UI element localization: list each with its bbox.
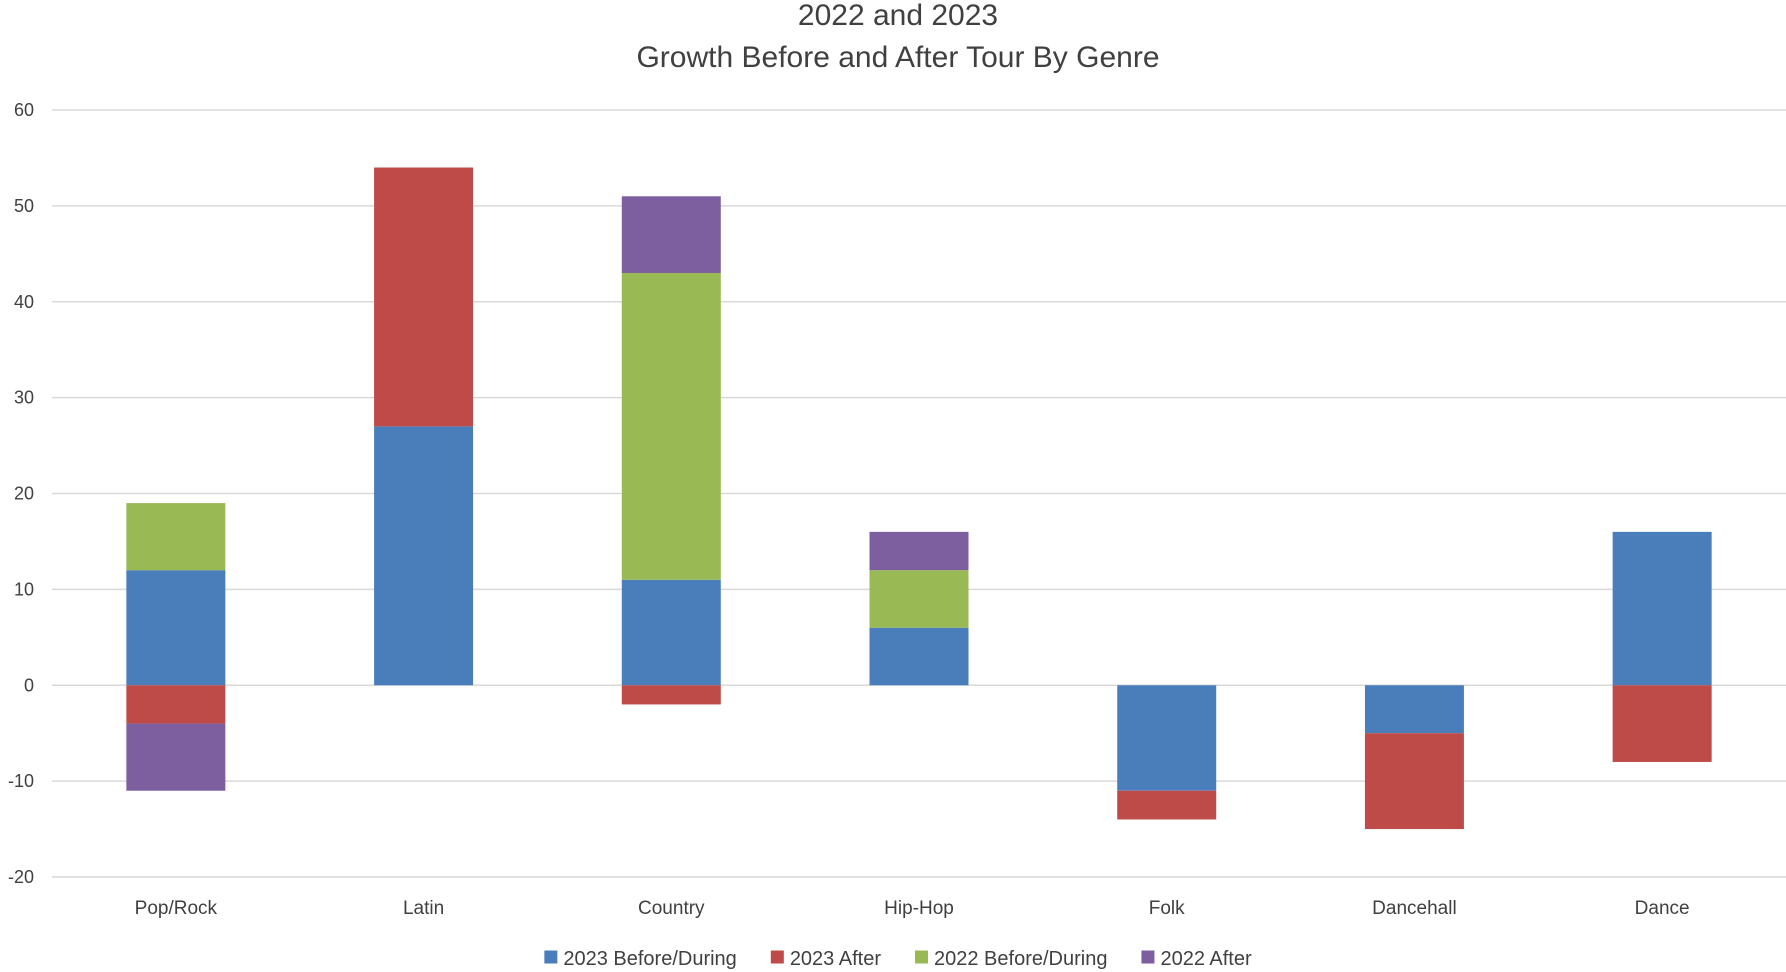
bar-hip-hop-2022-after xyxy=(869,531,969,571)
x-category-label: Hip-Hop xyxy=(884,898,954,919)
x-category-label: Country xyxy=(638,898,705,919)
legend-label: 2023 Before/During xyxy=(563,948,736,970)
x-category-label: Pop/Rock xyxy=(135,898,218,919)
bar-country-2023-before-during xyxy=(621,579,721,686)
y-tick-label: 40 xyxy=(14,292,34,312)
bar-dance-2023-before-during xyxy=(1612,531,1712,686)
legend-swatch-2023-after xyxy=(770,950,784,964)
bar-latin-2023-before-during xyxy=(374,426,474,686)
legend-swatch-2022-before-during xyxy=(915,950,928,964)
bar-dancehall-2023-before-during xyxy=(1364,685,1464,734)
y-axis-tick-labels: -20 -10 0 10 20 30 40 50 60 xyxy=(8,100,34,887)
x-category-label: Dancehall xyxy=(1372,898,1457,919)
bars xyxy=(126,167,1712,830)
bar-country-2022-before-during xyxy=(621,272,721,580)
legend-label: 2023 After xyxy=(790,948,882,970)
bar-dance-2023-after xyxy=(1612,685,1712,762)
y-tick-label: 20 xyxy=(14,484,34,504)
y-tick-label: -10 xyxy=(8,771,34,791)
bar-hip-hop-2023-before-during xyxy=(869,627,969,686)
bar-dancehall-2023-after xyxy=(1364,733,1464,830)
bar-pop-rock-2023-before-during xyxy=(126,570,226,686)
y-tick-label: 50 xyxy=(14,196,34,216)
x-category-label: Folk xyxy=(1149,898,1185,919)
chart-title-line-2: Growth Before and After Tour By Genre xyxy=(636,41,1159,74)
y-tick-label: -20 xyxy=(8,867,34,887)
bar-latin-2023-after xyxy=(374,167,474,427)
bar-pop-rock-2023-after xyxy=(126,685,226,724)
x-category-label: Latin xyxy=(403,898,444,919)
gridlines xyxy=(52,109,1786,878)
legend-label: 2022 Before/During xyxy=(934,948,1107,970)
legend-label: 2022 After xyxy=(1160,948,1252,970)
y-tick-label: 60 xyxy=(14,100,34,120)
bar-folk-2023-after xyxy=(1117,790,1217,820)
legend: 2023 Before/During 2023 After 2022 Before/… xyxy=(544,948,1252,970)
y-tick-label: 0 xyxy=(24,675,34,695)
y-tick-label: 10 xyxy=(14,579,34,599)
bar-pop-rock-2022-after xyxy=(126,723,226,791)
bar-country-2022-after xyxy=(621,196,721,273)
x-axis-category-labels: Pop/Rock Latin Country Hip-Hop Folk Dancehall… xyxy=(135,898,1690,919)
bar-country-2023-after xyxy=(621,685,721,705)
chart-title-line-1: 2022 and 2023 xyxy=(798,0,998,32)
legend-swatch-2022-after xyxy=(1141,950,1155,964)
y-tick-label: 30 xyxy=(14,388,34,408)
bar-pop-rock-2022-before-during xyxy=(126,503,226,571)
legend-swatch-2023-before-during xyxy=(544,950,558,964)
x-category-label: Dance xyxy=(1635,898,1690,919)
bar-folk-2023-before-during xyxy=(1117,685,1217,791)
bar-hip-hop-2022-before-during xyxy=(869,570,969,628)
